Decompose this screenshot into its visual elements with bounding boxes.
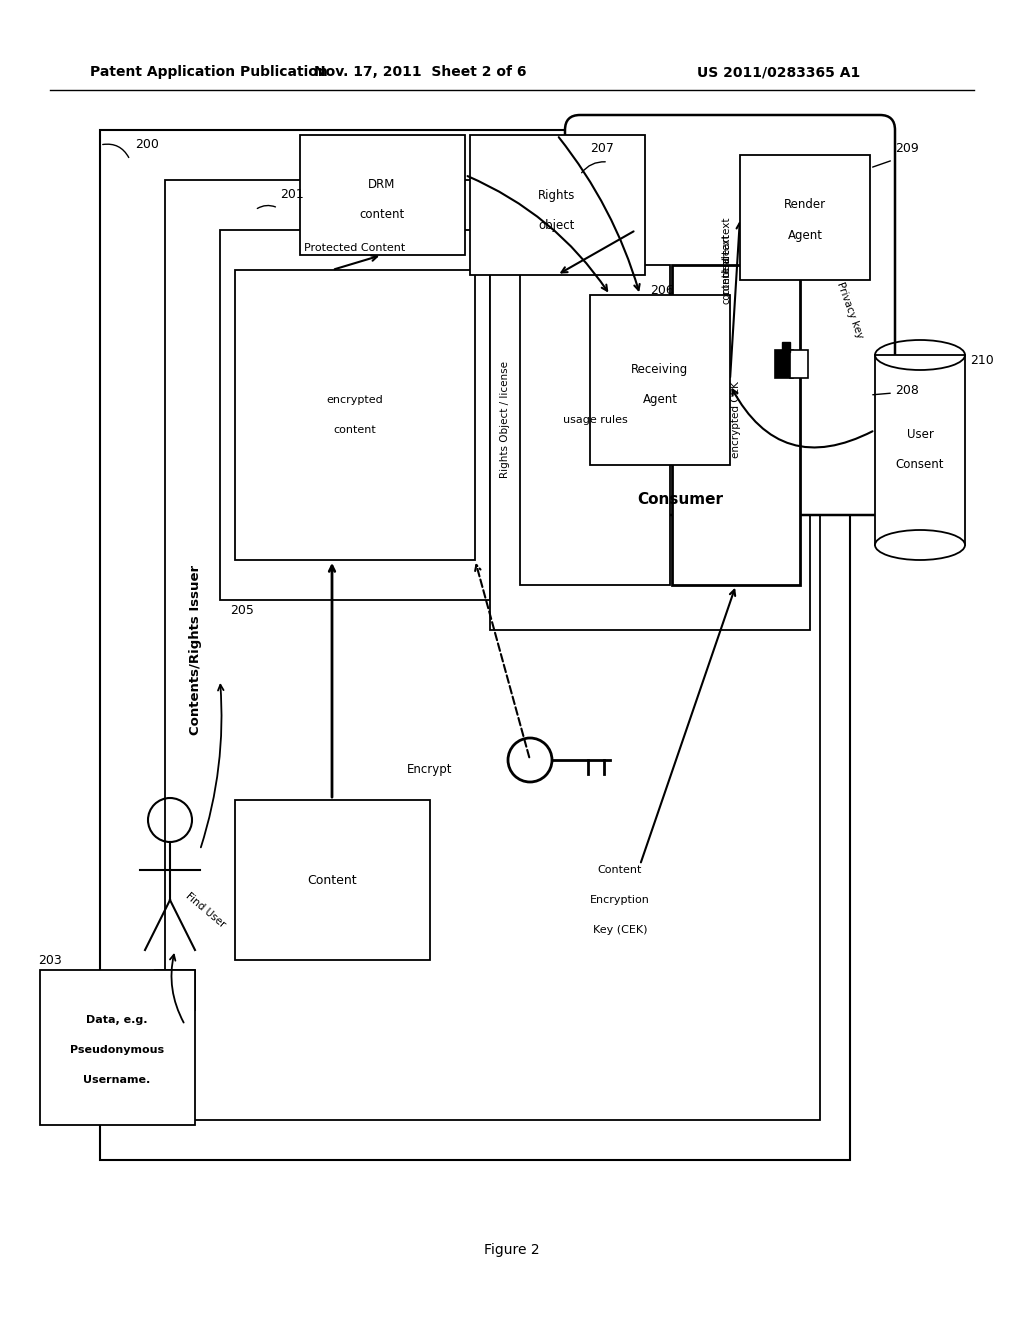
Text: encrypted: encrypted	[327, 395, 383, 405]
Bar	[782, 342, 790, 352]
Text: 208: 208	[895, 384, 919, 396]
Text: content: content	[359, 209, 404, 222]
Text: Data, e.g.: Data, e.g.	[86, 1015, 147, 1026]
Bar	[520, 265, 670, 585]
Text: 210: 210	[970, 354, 993, 367]
Text: content: content	[721, 267, 731, 304]
Text: content: content	[334, 425, 377, 436]
Text: cleartext: cleartext	[721, 216, 731, 263]
Text: Figure 2: Figure 2	[484, 1243, 540, 1257]
Text: Receiving: Receiving	[632, 363, 688, 376]
Text: US 2011/0283365 A1: US 2011/0283365 A1	[696, 65, 860, 79]
Bar	[790, 350, 808, 378]
Text: Agent: Agent	[642, 393, 678, 407]
Bar	[775, 350, 793, 378]
Ellipse shape	[874, 531, 965, 560]
Text: Encryption: Encryption	[590, 895, 650, 906]
Text: Protected Content: Protected Content	[304, 243, 406, 253]
Text: object: object	[539, 219, 575, 231]
Text: Username.: Username.	[83, 1074, 151, 1085]
Text: Key (CEK): Key (CEK)	[593, 925, 647, 935]
Text: 206: 206	[650, 284, 674, 297]
Bar	[40, 970, 195, 1125]
Text: Contents/Rights Issuer: Contents/Rights Issuer	[188, 565, 202, 735]
Text: Render: Render	[784, 198, 826, 211]
Text: Consent: Consent	[896, 458, 944, 471]
Text: Nov. 17, 2011  Sheet 2 of 6: Nov. 17, 2011 Sheet 2 of 6	[313, 65, 526, 79]
Text: Content: Content	[598, 865, 642, 875]
Bar	[220, 230, 490, 601]
Text: Content: Content	[307, 874, 356, 887]
Text: content: content	[721, 255, 731, 294]
Text: cleartext: cleartext	[721, 234, 731, 277]
Bar	[672, 265, 800, 585]
Text: Rights Object / license: Rights Object / license	[500, 362, 510, 479]
Text: 205: 205	[230, 603, 254, 616]
Bar	[740, 154, 870, 280]
Text: 200: 200	[135, 139, 159, 152]
Text: Agent: Agent	[787, 228, 822, 242]
Text: 203: 203	[38, 953, 61, 966]
Text: Patent Application Publication: Patent Application Publication	[90, 65, 328, 79]
Text: usage rules: usage rules	[562, 414, 628, 425]
Text: 207: 207	[590, 141, 613, 154]
Text: 209: 209	[895, 141, 919, 154]
Bar	[234, 271, 475, 560]
Bar	[590, 294, 730, 465]
Text: Find User: Find User	[183, 891, 226, 929]
Text: Pseudonymous: Pseudonymous	[70, 1045, 164, 1055]
Text: DRM: DRM	[369, 178, 395, 191]
Bar	[300, 135, 465, 255]
Bar	[165, 180, 820, 1119]
Text: Privacy key: Privacy key	[836, 280, 865, 339]
FancyBboxPatch shape	[565, 115, 895, 515]
Bar	[100, 129, 850, 1160]
Text: encrypted CEK: encrypted CEK	[731, 381, 741, 458]
Text: Encrypt: Encrypt	[408, 763, 453, 776]
Text: User: User	[906, 429, 934, 441]
Bar	[470, 135, 645, 275]
Bar	[490, 230, 810, 630]
Bar	[234, 800, 430, 960]
Text: Consumer: Consumer	[637, 492, 723, 507]
Text: Rights: Rights	[539, 189, 575, 202]
Text: 201: 201	[280, 189, 304, 202]
Bar	[874, 355, 965, 545]
